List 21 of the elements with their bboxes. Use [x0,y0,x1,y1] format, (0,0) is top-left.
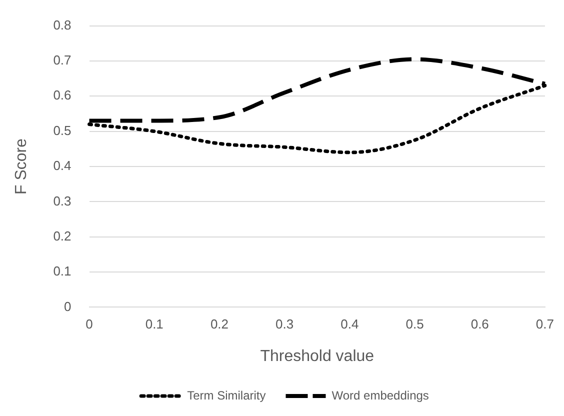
x-tick-label: 0 [86,316,93,332]
y-tick-label: 0.3 [53,193,72,208]
y-axis-title: F Score [13,138,30,195]
y-tick-label: 0.2 [53,228,72,244]
x-tick-label: 0.3 [276,316,294,332]
y-tick-label: 0.4 [53,158,72,174]
x-tick-label: 0.7 [536,316,554,332]
y-tick-label: 0.5 [53,122,72,138]
x-tick-label: 0.1 [145,316,164,332]
x-tick-label: 0.5 [406,316,424,332]
y-tick-label: 0.7 [53,52,72,68]
x-axis-title: Threshold value [260,348,374,365]
y-tick-label: 0.6 [53,88,72,103]
y-tick-label: 0.8 [53,17,72,32]
legend-label: Word embeddings [332,388,429,402]
x-tick-label: 0.6 [470,316,489,332]
legend-label: Term Similarity [187,388,266,402]
y-tick-label: 0.1 [53,264,72,279]
y-tick-label: 0 [64,298,72,314]
x-tick-label: 0.4 [340,316,359,332]
x-tick-label: 0.2 [210,316,229,332]
